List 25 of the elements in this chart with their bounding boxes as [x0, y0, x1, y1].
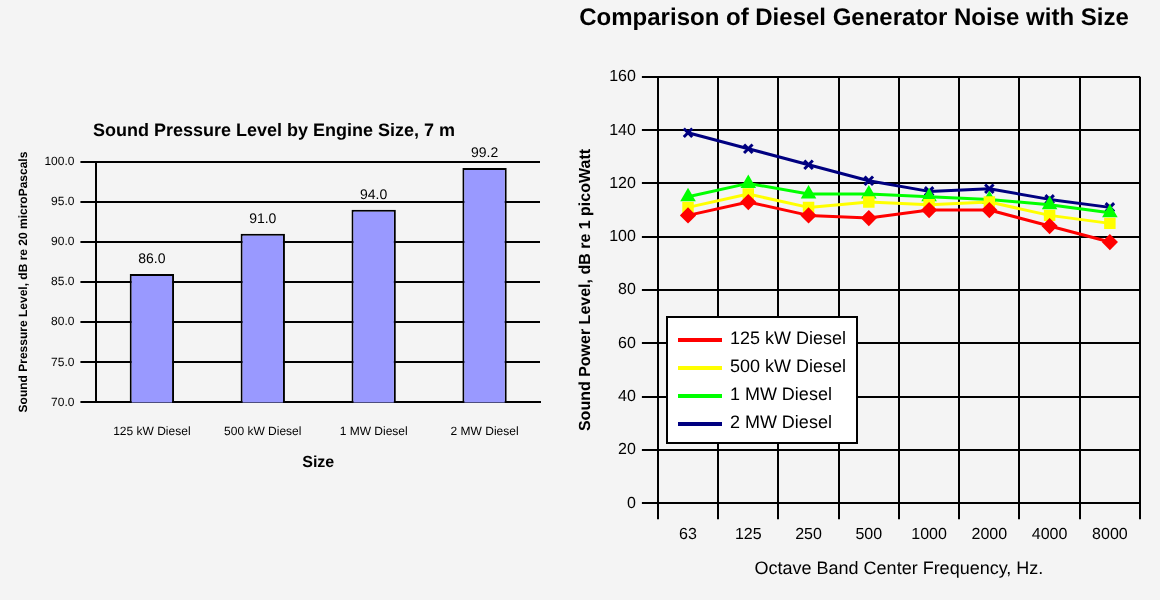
x-tick-label: 125: [734, 525, 763, 544]
legend-label: 125 kW Diesel: [729, 328, 846, 348]
y-tick-label: 160: [609, 67, 637, 86]
chart-title: Comparison of Diesel Generator Noise with Size: [579, 3, 1130, 32]
y-axis-title: Sound Power Level, dB re 1 picoWatt: [576, 148, 595, 432]
y-tick-label: 60: [618, 333, 637, 352]
y-tick-label: 140: [609, 120, 637, 139]
y-tick-label: 120: [609, 173, 637, 192]
x-tick-label: 500: [855, 525, 884, 544]
y-tick-label: 40: [618, 387, 637, 406]
x-tick-label: 2000: [971, 525, 1009, 544]
x-tick-label: 250: [795, 525, 823, 544]
chart-title: Sound Pressure Level by Engine Size, 7 m: [92, 119, 456, 140]
y-tick-label: 0: [626, 493, 637, 512]
y-tick-label: 100: [609, 227, 637, 246]
x-tick-label: 4000: [1031, 525, 1069, 544]
y-tick-label: 20: [618, 440, 637, 459]
legend-label: 500 kW Diesel: [729, 356, 846, 376]
legend-label: 1 MW Diesel: [729, 384, 832, 404]
y-tick-label: 80: [618, 280, 637, 299]
x-tick-label: 8000: [1092, 525, 1129, 544]
x-tick-label: 1000: [911, 525, 948, 544]
x-axis-title: Size: [302, 452, 336, 471]
x-tick-label: 63: [679, 525, 699, 544]
x-axis-title: Octave Band Center Frequency, Hz.: [754, 558, 1044, 579]
